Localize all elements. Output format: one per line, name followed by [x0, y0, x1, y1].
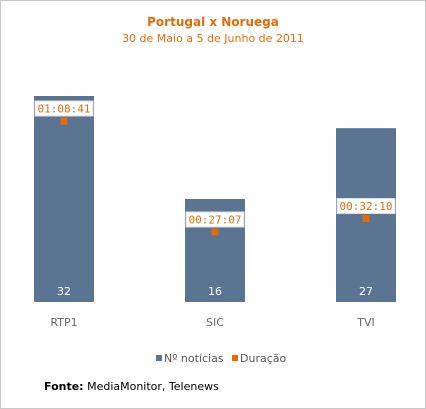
category-label-sic: SIC: [206, 316, 224, 329]
source-text: MediaMonitor, Telenews: [87, 380, 219, 393]
category-label-tvi: TVI: [356, 316, 375, 329]
source-label: Fonte:: [44, 380, 84, 393]
bar-rtp1: [34, 96, 94, 302]
duration-marker-tvi: [362, 215, 370, 223]
legend-swatch-duration: [232, 355, 238, 361]
legend: Nº notícias Duração: [156, 352, 286, 365]
duration-marker-sic: [211, 228, 219, 236]
duration-label-box-tvi: [336, 198, 396, 215]
duration-label-tvi: 00:32:10: [340, 200, 393, 213]
chart-subtitle: 30 de Maio a 5 de Junho de 2011: [122, 32, 304, 45]
duration-label-rtp1: 01:08:41: [38, 103, 91, 116]
duration-label-sic: 00:27:07: [189, 214, 242, 227]
bar-value-label-rtp1: 32: [57, 285, 71, 298]
duration-label-box-sic: [185, 211, 245, 228]
legend-swatch-news: [156, 355, 162, 361]
legend-label-duration: Duração: [240, 352, 286, 365]
chart-title: Portugal x Noruega: [147, 15, 279, 29]
source-note: Fonte: MediaMonitor, Telenews: [44, 380, 219, 393]
category-label-rtp1: RTP1: [50, 316, 77, 329]
duration-marker-rtp1: [60, 117, 68, 125]
bar-value-label-sic: 16: [208, 285, 222, 298]
bar-value-label-tvi: 27: [359, 285, 373, 298]
legend-label-news: Nº notícias: [164, 352, 224, 365]
bars-layer: 32 RTP1 01:08:41 16 SIC 00:27:07 27 TVI 00:32:10: [34, 96, 396, 329]
duration-label-box-rtp1: [34, 100, 94, 117]
